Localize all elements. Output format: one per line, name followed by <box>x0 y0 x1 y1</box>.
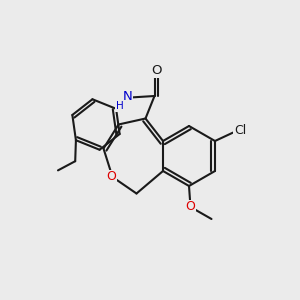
Text: O: O <box>186 200 195 214</box>
Text: O: O <box>106 170 116 184</box>
Text: H: H <box>116 101 124 111</box>
Text: N: N <box>123 89 132 103</box>
Text: Cl: Cl <box>234 124 247 137</box>
Text: O: O <box>152 64 162 77</box>
